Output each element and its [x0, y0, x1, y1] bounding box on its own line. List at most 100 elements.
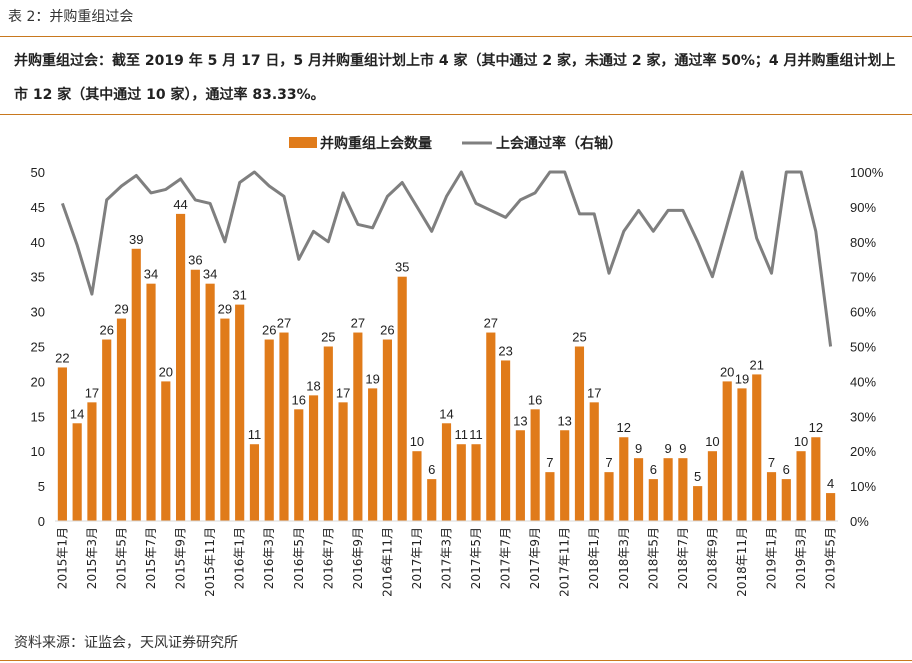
bar-value-label: 34 [203, 267, 217, 282]
bar [353, 332, 363, 521]
bar [87, 402, 97, 521]
bar [722, 381, 732, 521]
x-tick-label: 2018年11月 [735, 527, 749, 597]
x-tick-label: 2018年7月 [676, 527, 690, 589]
bar-value-label: 23 [498, 343, 512, 358]
bar [796, 451, 806, 521]
summary-text: 并购重组过会：截至 2019 年 5 月 17 日，5 月并购重组计划上市 4 … [14, 53, 896, 103]
bar [619, 437, 629, 521]
left-tick-label: 30 [31, 305, 45, 320]
x-tick-label: 2017年9月 [528, 527, 542, 589]
bar [161, 381, 171, 521]
bar-value-label: 10 [794, 434, 808, 449]
x-tick-label: 2018年9月 [705, 527, 719, 589]
right-tick-label: 60% [850, 305, 876, 320]
bar-value-label: 21 [750, 357, 764, 372]
bar [811, 437, 821, 521]
bar [560, 430, 570, 521]
bar [249, 444, 260, 521]
bar [72, 423, 82, 521]
right-axis: 0% 10% 20% 30% 40% 50% 60% 70% 80% 90% 100% [850, 165, 884, 529]
left-tick-label: 5 [38, 479, 45, 494]
bar [471, 444, 481, 521]
bar [693, 486, 703, 521]
bar-value-label: 9 [635, 441, 642, 456]
bar-value-label: 7 [546, 455, 553, 470]
bar [589, 402, 599, 521]
x-tick-label: 2016年9月 [351, 527, 365, 589]
bar-value-label: 35 [395, 260, 409, 275]
right-tick-label: 90% [850, 200, 876, 215]
table-title: 表 2：并购重组过会 [8, 9, 134, 25]
bar [102, 339, 112, 521]
x-tick-label: 2019年3月 [794, 527, 808, 589]
x-tick-label: 2016年7月 [321, 527, 335, 589]
bar-value-label: 27 [484, 316, 498, 331]
right-tick-label: 0% [850, 514, 869, 529]
right-tick-label: 10% [850, 479, 876, 494]
bar-value-label: 16 [528, 392, 542, 407]
x-axis-labels: 2015年1月 2015年3月 2015年5月 2015年7月 2015年9月 2015年… [55, 527, 837, 597]
bar [604, 472, 614, 521]
bar-series [57, 213, 836, 521]
bar-value-label: 26 [99, 323, 113, 338]
bar [412, 451, 422, 521]
bar [766, 472, 777, 521]
left-tick-label: 10 [31, 444, 45, 459]
bar [220, 318, 230, 521]
bar-value-label: 29 [114, 302, 128, 317]
bar-value-label: 10 [410, 434, 424, 449]
bar-value-label: 11 [469, 427, 483, 442]
bar [294, 409, 304, 521]
bar [338, 402, 348, 521]
bar [574, 346, 585, 521]
bar-value-label: 13 [513, 413, 527, 428]
x-tick-label: 2018年3月 [617, 527, 631, 589]
bar-value-label: 27 [277, 316, 291, 331]
right-tick-label: 100% [850, 165, 884, 180]
left-tick-label: 35 [31, 270, 45, 285]
bar [397, 276, 407, 521]
bar-value-label: 18 [306, 378, 320, 393]
top-rule [0, 36, 912, 37]
legend-bar-swatch [289, 137, 317, 148]
bottom-rule [0, 660, 912, 661]
x-tick-label: 2018年1月 [587, 527, 601, 589]
right-tick-label: 80% [850, 235, 876, 250]
x-tick-label: 2019年5月 [824, 527, 838, 589]
bar [57, 367, 67, 521]
bar-value-label: 16 [292, 392, 306, 407]
bar-value-label: 6 [428, 462, 435, 477]
bar [515, 430, 525, 521]
x-tick-label: 2018年5月 [646, 527, 660, 589]
bar-value-label: 27 [351, 316, 365, 331]
bar-value-label: 17 [85, 385, 99, 400]
middle-rule [0, 114, 912, 115]
bar [501, 360, 511, 521]
bar-value-label: 14 [70, 406, 84, 421]
left-axis: 0 5 10 15 20 25 30 35 40 45 50 [31, 165, 45, 529]
bar [175, 213, 186, 521]
chart: 并购重组上会数量 上会通过率（右轴） 05101520253035404550 … [31, 135, 884, 597]
x-tick-label: 2019年1月 [765, 527, 779, 589]
bar-value-label: 26 [380, 323, 394, 338]
bar [633, 458, 644, 521]
bar [486, 332, 496, 521]
x-tick-label: 2017年7月 [499, 527, 513, 589]
bar-value-label: 19 [365, 371, 379, 386]
bar [826, 493, 836, 521]
x-tick-label: 2016年3月 [262, 527, 276, 589]
bar [678, 458, 688, 521]
bar-value-label: 17 [587, 385, 601, 400]
bar-value-label: 36 [188, 253, 202, 268]
x-tick-label: 2017年5月 [469, 527, 483, 589]
x-tick-label: 2015年1月 [55, 527, 69, 589]
bar-value-label: 20 [159, 364, 173, 379]
bar-value-label: 12 [809, 420, 823, 435]
line-series [60, 170, 833, 347]
bar [456, 444, 466, 521]
bar-value-label: 9 [664, 441, 671, 456]
bar-value-label: 7 [768, 455, 775, 470]
bar-value-label: 6 [783, 462, 790, 477]
